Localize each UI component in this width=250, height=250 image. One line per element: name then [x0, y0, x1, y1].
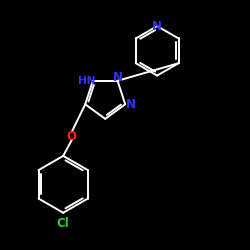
- Text: N: N: [152, 20, 162, 32]
- Text: HN: HN: [78, 76, 96, 86]
- Text: Cl: Cl: [57, 217, 70, 230]
- Text: O: O: [67, 130, 77, 142]
- Text: N: N: [126, 98, 136, 111]
- Text: N: N: [113, 70, 123, 84]
